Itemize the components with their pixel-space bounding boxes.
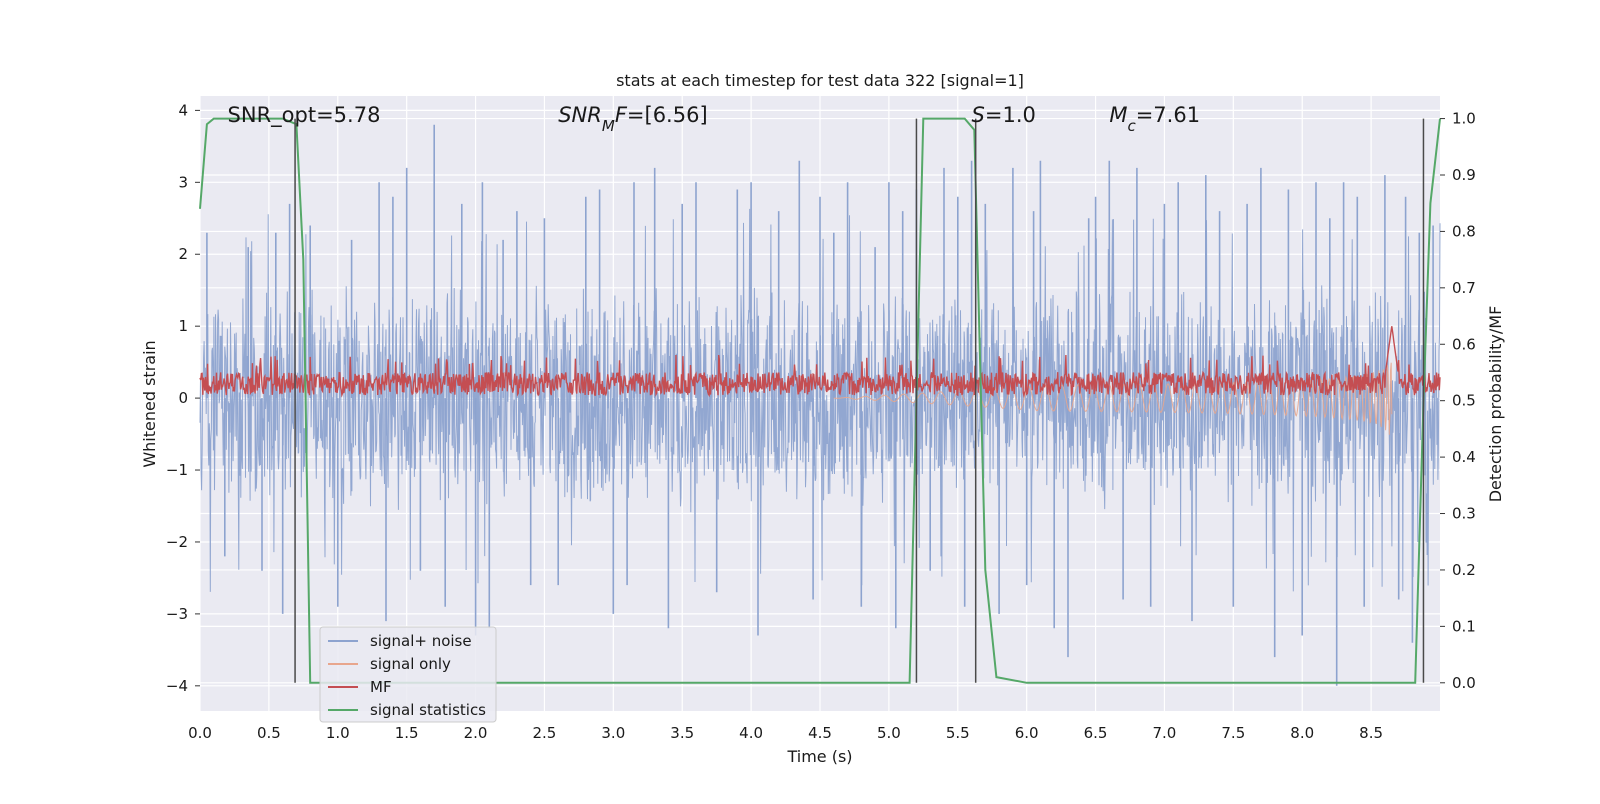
x-tick-label-16: 8.0: [1290, 724, 1314, 742]
x-axis-ticks: 0.0 0.5 1.0 1.5 2.0 2.5 3.0 3.5 4.0 4.5 5.0 5.5 6.0 6…: [188, 724, 1383, 742]
data-layer: [199, 117, 1441, 686]
chart-title: stats at each timestep for test data 322…: [616, 71, 1024, 90]
x-tick-label-1: 0.5: [257, 724, 281, 742]
y-tick-label-3: 1: [178, 317, 188, 335]
series-signal-only: [833, 362, 1393, 435]
y-tick-label-7: −3: [166, 605, 188, 623]
x-tick-label-14: 7.0: [1153, 724, 1177, 742]
annotation-3-part-2: =7.61: [1136, 103, 1200, 127]
y-tick-label-8: −4: [166, 677, 188, 695]
x-tick-label-7: 3.5: [670, 724, 694, 742]
y-right-tick-label-0: 1.0: [1452, 110, 1476, 128]
x-tick-label-12: 6.0: [1015, 724, 1039, 742]
y-tick-label-1: 3: [178, 173, 188, 191]
annotation-1-part-1: M: [602, 117, 615, 135]
x-tick-label-4: 2.0: [464, 724, 488, 742]
x-tick-label-15: 7.5: [1221, 724, 1245, 742]
annotation-2: S=1.0: [972, 103, 1036, 127]
series-signal-statistics: [199, 117, 1441, 684]
legend-label-signal-statistics: signal statistics: [370, 701, 486, 719]
series-mf: [199, 326, 1441, 398]
y-tick-label-2: 2: [178, 245, 188, 263]
y-right-tick-label-5: 0.5: [1452, 392, 1476, 410]
x-tick-label-2: 1.0: [326, 724, 350, 742]
y-right-tick-label-1: 0.9: [1452, 166, 1476, 184]
x-tick-label-3: 1.5: [395, 724, 419, 742]
annotation-3-part-0: M: [1109, 103, 1127, 127]
y-right-tick-label-9: 0.1: [1452, 617, 1476, 635]
annotation-2-part-0: S: [972, 103, 985, 127]
annotation-1-part-2: F: [615, 103, 628, 127]
x-tick-label-11: 5.5: [946, 724, 970, 742]
x-tick-label-8: 4.0: [739, 724, 763, 742]
x-tick-label-10: 5.0: [877, 724, 901, 742]
x-tick-label-0: 0.0: [188, 724, 212, 742]
x-tick-label-5: 2.5: [533, 724, 557, 742]
annotation-3: Mc=7.61: [1109, 103, 1200, 135]
legend-label-signal-only: signal only: [370, 655, 451, 673]
y-tick-label-4: 0: [178, 389, 188, 407]
legend-box: [319, 626, 497, 723]
y-tick-label-0: 4: [178, 101, 188, 119]
annotation-0-part-0: SNR_opt=5.78: [228, 103, 381, 128]
y-right-tick-label-2: 0.8: [1452, 222, 1476, 240]
y-right-tick-label-7: 0.3: [1452, 505, 1476, 523]
y-right-tick-label-10: 0.0: [1452, 674, 1476, 692]
x-tick-label-6: 3.0: [601, 724, 625, 742]
y-tick-label-6: −2: [166, 533, 188, 551]
y-right-axis-ticks: 1.0 0.9 0.8 0.7 0.6 0.5 0.4 0.3 0.2 0.1 0.0: [1440, 110, 1476, 692]
y-right-tick-label-4: 0.6: [1452, 335, 1476, 353]
x-tick-label-13: 6.5: [1084, 724, 1108, 742]
annotation-1-part-3: =[6.56]: [627, 103, 708, 127]
x-tick-label-17: 8.5: [1359, 724, 1383, 742]
x-axis-label: Time (s): [786, 747, 852, 766]
y-right-tick-label-6: 0.4: [1452, 448, 1476, 466]
annotation-0: SNR_opt=5.78: [228, 103, 381, 128]
y-right-axis-label: Detection probability/MF: [1486, 306, 1505, 503]
legend-label-mf: MF: [370, 678, 392, 696]
annotation-1: SNRMF=[6.56]: [558, 103, 707, 135]
y-axis-ticks: 4 3 2 1 0 −1 −2 −3 −4: [166, 101, 200, 695]
legend-label-signal-noise: signal+ noise: [370, 632, 472, 650]
y-axis-label: Whitened strain: [140, 340, 159, 467]
annotations: SNR_opt=5.78 SNRMF=[6.56] S=1.0 Mc=7.61: [228, 103, 1201, 135]
y-right-tick-label-8: 0.2: [1452, 561, 1476, 579]
annotation-1-part-0: SNR: [558, 103, 602, 127]
y-tick-label-5: −1: [166, 461, 188, 479]
annotation-3-part-1: c: [1127, 117, 1136, 135]
legend: signal+ noise signal only MF signal stat…: [319, 626, 497, 723]
y-right-tick-label-3: 0.7: [1452, 279, 1476, 297]
x-tick-label-9: 4.5: [808, 724, 832, 742]
annotation-2-part-1: =1.0: [985, 103, 1036, 127]
series-signal-noise-peaks: [206, 124, 1434, 686]
